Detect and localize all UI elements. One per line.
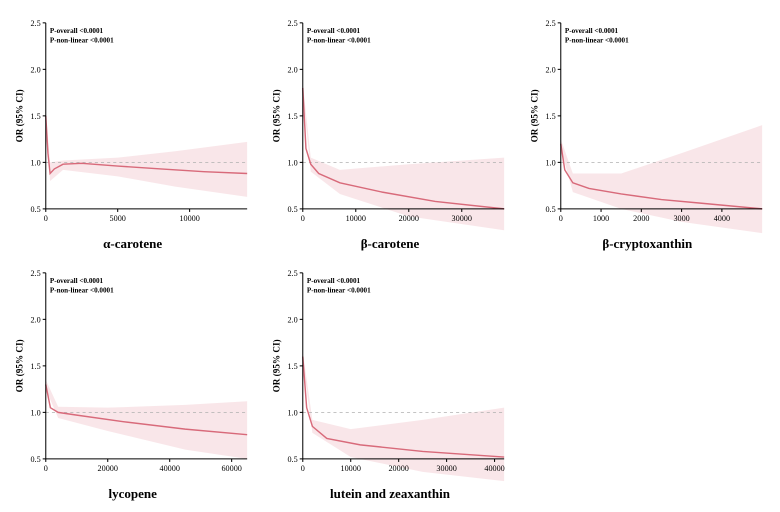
chart-svg: 0.5 1.0 1.5 2.0 2.5 0 20000 40000 60000 OR (95% C… bbox=[10, 260, 255, 484]
y-tick-label: 1.5 bbox=[545, 112, 555, 121]
x-tick-label: 20000 bbox=[399, 214, 419, 223]
x-tick-label: 20000 bbox=[389, 464, 409, 473]
ci-band bbox=[46, 380, 247, 459]
chart-panel: 0.5 1.0 1.5 2.0 2.5 0 1000 2000 3000 4000 OR (95% … bbox=[525, 10, 770, 252]
x-tick-label: 0 bbox=[44, 214, 48, 223]
panel-grid: 0.51.01.52.02.50500010000OR (95% CI)P-ov… bbox=[10, 10, 770, 502]
x-tick-label: 10000 bbox=[179, 214, 199, 223]
chart-wrap: 0.5 1.0 1.5 2.0 2.5 0 10000 20000 30000 40000 OR (… bbox=[267, 260, 512, 484]
p-overall-text: P-overall <0.0001 bbox=[307, 27, 361, 35]
y-tick-label: 1.5 bbox=[30, 362, 40, 371]
p-nonlinear-text: P-non-linear <0.0001 bbox=[307, 286, 371, 294]
y-tick-label: 2.0 bbox=[288, 65, 298, 74]
p-nonlinear-text: P-non-linear <0.0001 bbox=[307, 36, 371, 44]
chart-panel: 0.5 1.0 1.5 2.0 2.5 0 20000 40000 60000 OR (95% C… bbox=[10, 260, 255, 502]
p-overall-text: P-overall <0.0001 bbox=[565, 27, 619, 35]
y-tick-label: 0.5 bbox=[288, 455, 298, 464]
y-tick-label: 2.5 bbox=[545, 19, 555, 28]
chart-wrap: 0.5 1.0 1.5 2.0 2.5 0 1000 2000 3000 4000 OR (95% … bbox=[525, 10, 770, 234]
chart-wrap: 0.5 1.0 1.5 2.0 2.5 0 20000 40000 60000 OR (95% C… bbox=[10, 260, 255, 484]
x-tick-label: 10000 bbox=[346, 214, 366, 223]
chart-panel: 0.5 1.0 1.5 2.0 2.5 0 10000 20000 30000 40000 OR (… bbox=[267, 260, 512, 502]
x-tick-label: 20000 bbox=[98, 464, 118, 473]
chart-title: α-carotene bbox=[10, 236, 255, 252]
x-tick-label: 5000 bbox=[110, 214, 126, 223]
y-tick-label: 0.5 bbox=[545, 205, 555, 214]
y-tick-label: 0.5 bbox=[30, 205, 40, 214]
x-tick-label: 30000 bbox=[452, 214, 472, 223]
ci-band bbox=[560, 125, 761, 233]
chart-wrap: 0.5 1.0 1.5 2.0 2.5 0 10000 20000 30000 OR (95% C… bbox=[267, 10, 512, 234]
y-tick-label: 2.5 bbox=[288, 269, 298, 278]
chart-panel: 0.5 1.0 1.5 2.0 2.5 0 5000 10000 OR (95% CI) P-ov… bbox=[10, 10, 255, 252]
chart-wrap: 0.5 1.0 1.5 2.0 2.5 0 5000 10000 OR (95% CI) P-ov… bbox=[10, 10, 255, 234]
y-tick-label: 1.0 bbox=[288, 158, 298, 167]
y-tick-label: 2.0 bbox=[288, 315, 298, 324]
x-tick-label: 0 bbox=[301, 464, 305, 473]
y-axis-label: OR (95% CI) bbox=[14, 89, 24, 142]
p-nonlinear-text: P-non-linear <0.0001 bbox=[50, 36, 114, 44]
y-tick-label: 1.5 bbox=[288, 362, 298, 371]
y-tick-label: 2.0 bbox=[30, 315, 40, 324]
y-axis-label: OR (95% CI) bbox=[272, 89, 282, 142]
p-nonlinear-text: P-non-linear <0.0001 bbox=[50, 286, 114, 294]
y-axis-label: OR (95% CI) bbox=[14, 339, 24, 392]
chart-panel: 0.5 1.0 1.5 2.0 2.5 0 10000 20000 30000 OR (95% C… bbox=[267, 10, 512, 252]
x-tick-label: 4000 bbox=[713, 214, 729, 223]
p-overall-text: P-overall <0.0001 bbox=[50, 277, 104, 285]
y-tick-label: 0.5 bbox=[30, 455, 40, 464]
chart-svg: 0.5 1.0 1.5 2.0 2.5 0 1000 2000 3000 4000 OR (95% … bbox=[525, 10, 770, 234]
x-tick-label: 40000 bbox=[485, 464, 505, 473]
p-nonlinear-text: P-non-linear <0.0001 bbox=[565, 36, 629, 44]
x-tick-label: 60000 bbox=[221, 464, 241, 473]
x-tick-label: 0 bbox=[558, 214, 562, 223]
chart-svg: 0.5 1.0 1.5 2.0 2.5 0 10000 20000 30000 OR (95% C… bbox=[267, 10, 512, 234]
y-tick-label: 1.5 bbox=[30, 112, 40, 121]
y-tick-label: 0.5 bbox=[288, 205, 298, 214]
chart-svg: 0.5 1.0 1.5 2.0 2.5 0 5000 10000 OR (95% CI) P-ov… bbox=[10, 10, 255, 234]
ci-band bbox=[303, 83, 504, 230]
p-overall-text: P-overall <0.0001 bbox=[307, 277, 361, 285]
y-tick-label: 1.0 bbox=[30, 158, 40, 167]
empty-cell bbox=[525, 260, 770, 502]
y-tick-label: 1.5 bbox=[288, 112, 298, 121]
ci-band bbox=[46, 111, 247, 197]
x-tick-label: 0 bbox=[44, 464, 48, 473]
y-tick-label: 2.5 bbox=[30, 269, 40, 278]
y-tick-label: 2.0 bbox=[30, 65, 40, 74]
ci-band bbox=[303, 352, 504, 481]
x-tick-label: 2000 bbox=[633, 214, 649, 223]
x-tick-label: 0 bbox=[301, 214, 305, 223]
y-tick-label: 2.5 bbox=[288, 19, 298, 28]
y-tick-label: 1.0 bbox=[30, 408, 40, 417]
chart-title: lycopene bbox=[10, 486, 255, 502]
x-tick-label: 1000 bbox=[593, 214, 609, 223]
x-tick-label: 3000 bbox=[673, 214, 689, 223]
chart-svg: 0.5 1.0 1.5 2.0 2.5 0 10000 20000 30000 40000 OR (… bbox=[267, 260, 512, 484]
y-tick-label: 2.5 bbox=[30, 19, 40, 28]
x-tick-label: 30000 bbox=[437, 464, 457, 473]
chart-title: β-cryptoxanthin bbox=[525, 236, 770, 252]
x-tick-label: 10000 bbox=[341, 464, 361, 473]
x-tick-label: 40000 bbox=[160, 464, 180, 473]
y-tick-label: 1.0 bbox=[545, 158, 555, 167]
y-axis-label: OR (95% CI) bbox=[272, 339, 282, 392]
p-overall-text: P-overall <0.0001 bbox=[50, 27, 104, 35]
y-tick-label: 2.0 bbox=[545, 65, 555, 74]
y-axis-label: OR (95% CI) bbox=[529, 89, 539, 142]
y-tick-label: 1.0 bbox=[288, 408, 298, 417]
chart-title: β-carotene bbox=[267, 236, 512, 252]
chart-title: lutein and zeaxanthin bbox=[267, 486, 512, 502]
